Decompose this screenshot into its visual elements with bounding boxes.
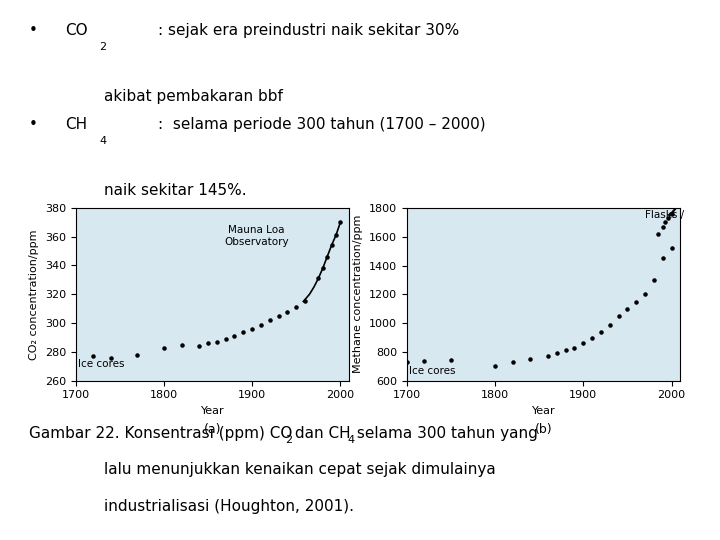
- Point: [176, 340, 187, 349]
- Point: [525, 355, 536, 363]
- Text: selama 300 tahun yang: selama 300 tahun yang: [352, 426, 538, 441]
- Text: Ice cores: Ice cores: [410, 366, 456, 376]
- Text: (b): (b): [535, 422, 552, 436]
- Point: [652, 230, 664, 238]
- Point: [335, 218, 346, 227]
- Point: [290, 303, 302, 312]
- Text: industrialisasi (Houghton, 2001).: industrialisasi (Houghton, 2001).: [104, 498, 354, 514]
- Point: [321, 253, 333, 261]
- Text: CO: CO: [65, 23, 87, 38]
- Point: [401, 357, 413, 366]
- Point: [132, 350, 143, 359]
- Point: [542, 352, 554, 361]
- Point: [211, 338, 222, 346]
- Point: [613, 312, 624, 320]
- Point: [300, 297, 311, 306]
- Point: [317, 264, 328, 273]
- Text: 2: 2: [285, 435, 292, 445]
- Point: [255, 320, 266, 329]
- Point: [88, 352, 99, 361]
- Point: [282, 307, 293, 316]
- Point: [273, 312, 284, 320]
- Point: [419, 356, 431, 365]
- Point: [507, 357, 518, 366]
- Point: [264, 316, 276, 325]
- Point: [577, 339, 589, 348]
- Point: [595, 327, 607, 336]
- Point: [666, 210, 678, 218]
- Text: Gambar 22. Konsentrasi (ppm) CO: Gambar 22. Konsentrasi (ppm) CO: [29, 426, 292, 441]
- Point: [604, 320, 616, 329]
- Point: [229, 332, 240, 340]
- Point: [325, 241, 337, 249]
- Text: naik sekitar 145%.: naik sekitar 145%.: [104, 183, 247, 198]
- Point: [105, 353, 117, 362]
- X-axis label: Year: Year: [532, 406, 555, 416]
- Point: [560, 346, 572, 355]
- Point: [330, 231, 342, 240]
- Point: [586, 333, 598, 342]
- Point: [490, 362, 501, 370]
- Point: [194, 342, 205, 350]
- Text: lalu menunjukkan kenaikan cepat sejak dimulainya: lalu menunjukkan kenaikan cepat sejak di…: [104, 462, 496, 477]
- Point: [657, 222, 668, 231]
- Text: :  selama periode 300 tahun (1700 – 2000): : selama periode 300 tahun (1700 – 2000): [158, 117, 486, 132]
- Point: [660, 218, 671, 227]
- Point: [220, 335, 231, 343]
- Text: akibat pembakaran bbf: akibat pembakaran bbf: [104, 89, 283, 104]
- Point: [158, 343, 170, 352]
- Text: (a): (a): [204, 422, 221, 436]
- Point: [551, 349, 562, 357]
- Text: : sejak era preindustri naik sekitar 30%: : sejak era preindustri naik sekitar 30%: [158, 23, 459, 38]
- Point: [312, 274, 324, 283]
- Point: [648, 275, 660, 284]
- X-axis label: Year: Year: [201, 406, 224, 416]
- Point: [238, 327, 249, 336]
- Text: CH: CH: [65, 117, 87, 132]
- Y-axis label: Methane concentration/ppm: Methane concentration/ppm: [354, 215, 364, 374]
- Text: 4: 4: [348, 435, 355, 445]
- Point: [657, 254, 668, 262]
- Point: [631, 297, 642, 306]
- Text: •: •: [29, 23, 37, 38]
- Text: •: •: [29, 117, 37, 132]
- Text: dan CH: dan CH: [289, 426, 351, 441]
- Point: [662, 214, 674, 222]
- Text: Flasks /: Flasks /: [645, 210, 684, 220]
- Point: [202, 339, 214, 348]
- Point: [666, 244, 678, 253]
- Point: [569, 343, 580, 352]
- Text: Ice cores: Ice cores: [78, 359, 125, 369]
- Y-axis label: CO₂ concentration/ppm: CO₂ concentration/ppm: [29, 229, 39, 360]
- Point: [445, 355, 456, 364]
- Text: 2: 2: [99, 42, 107, 52]
- Point: [246, 325, 258, 333]
- Point: [639, 290, 651, 299]
- Text: Mauna Loa
Observatory: Mauna Loa Observatory: [224, 225, 289, 247]
- Text: 4: 4: [99, 136, 107, 146]
- Point: [621, 305, 633, 313]
